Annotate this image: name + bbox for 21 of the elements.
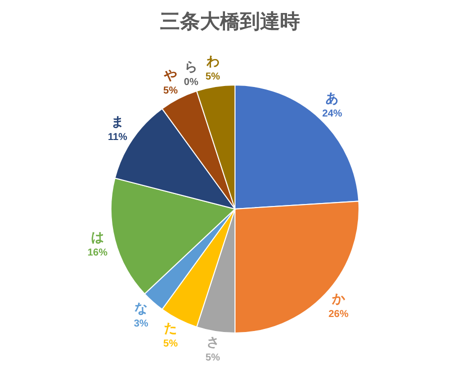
data-label: 26%: [328, 309, 349, 320]
data-label: 11%: [108, 132, 128, 144]
slice-label: ま: [111, 115, 124, 130]
slice-label: な: [134, 302, 148, 317]
data-label: 5%: [163, 85, 178, 96]
data-label: 16%: [87, 247, 108, 258]
slice-label: や: [163, 68, 178, 84]
category-label: ら: [184, 60, 198, 75]
data-label: 3%: [134, 318, 148, 330]
chart-title: 三条大橋到達時: [159, 8, 301, 35]
slice-label: わ: [205, 54, 220, 70]
data-label: 5%: [163, 338, 178, 350]
data-label: 5%: [206, 72, 220, 83]
slice-label: さ: [206, 335, 220, 350]
text: 0%: [184, 76, 198, 88]
slice-label: か: [331, 292, 346, 308]
data-label: 5%: [206, 352, 220, 364]
slice-label: た: [164, 322, 178, 337]
data-label: 24%: [322, 108, 342, 120]
slice-label: あ: [326, 91, 339, 106]
slice-label: は: [90, 230, 104, 246]
